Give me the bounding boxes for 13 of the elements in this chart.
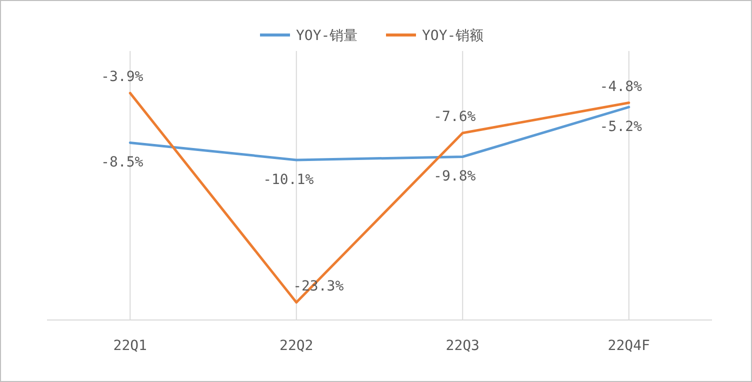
x-tick-label: 22Q4F — [608, 338, 650, 354]
data-label: -10.1% — [263, 172, 314, 188]
x-tick-label: 22Q3 — [446, 338, 480, 354]
data-label: -3.9% — [101, 69, 144, 86]
data-label: -8.5% — [101, 154, 144, 171]
data-label: -4.8% — [600, 78, 643, 95]
x-tick-label: 22Q1 — [113, 338, 147, 354]
x-tick-label: 22Q2 — [280, 338, 314, 354]
legend-label: YOY-销额 — [422, 28, 484, 44]
data-label: -7.6% — [434, 109, 476, 125]
data-label: -5.2% — [600, 119, 643, 136]
data-label: -9.8% — [434, 168, 476, 185]
legend-label: YOY-销量 — [296, 28, 358, 44]
